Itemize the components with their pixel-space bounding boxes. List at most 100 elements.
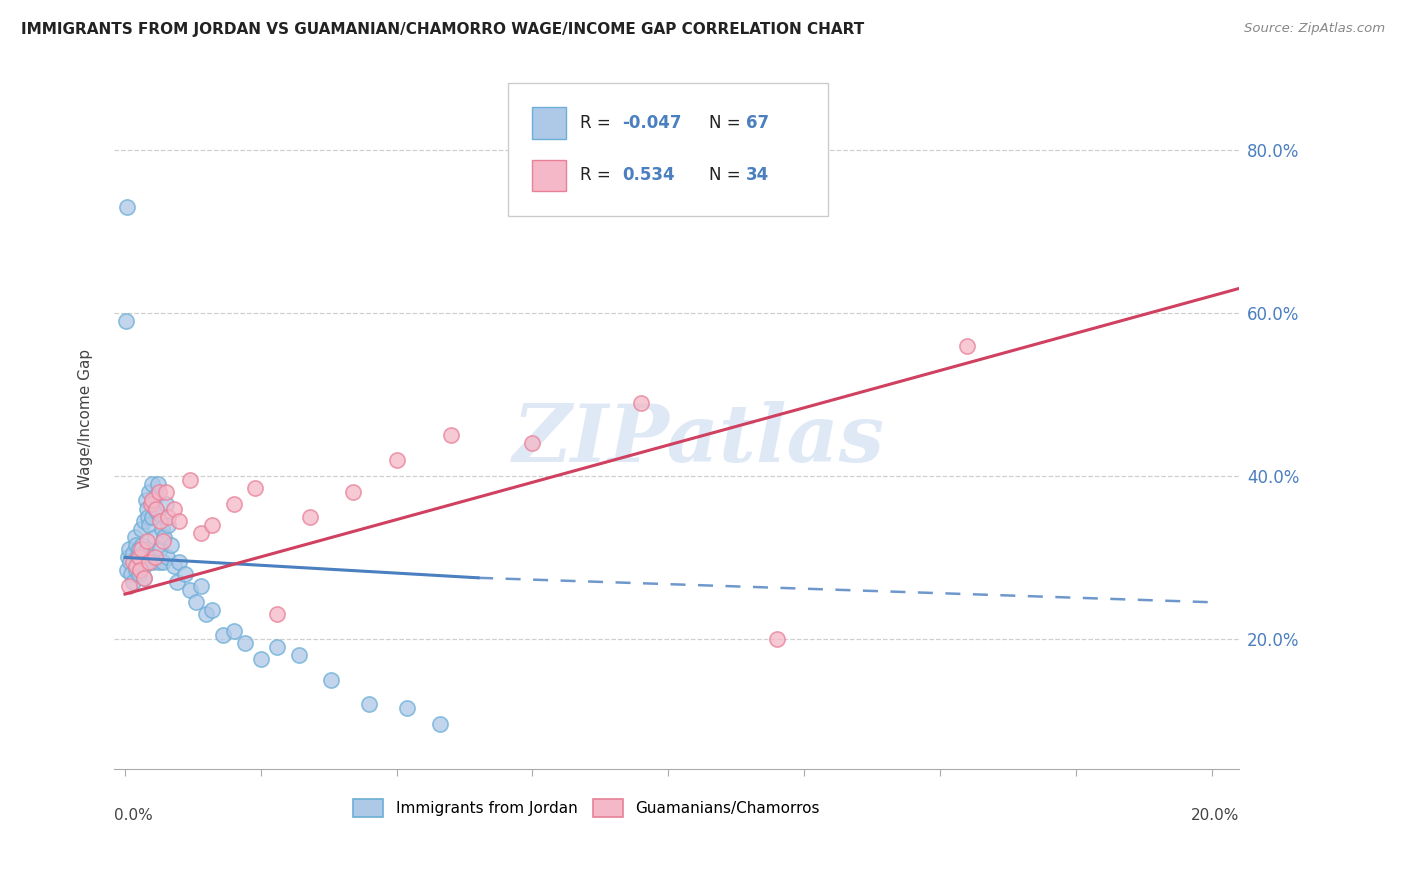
Point bbox=[136, 554, 159, 568]
Point bbox=[266, 640, 288, 654]
Point bbox=[138, 554, 160, 568]
Point bbox=[169, 514, 191, 528]
Point bbox=[630, 395, 652, 409]
Point bbox=[155, 498, 177, 512]
Point bbox=[190, 526, 212, 541]
Point bbox=[169, 554, 191, 568]
Point bbox=[122, 574, 145, 589]
Point bbox=[132, 558, 155, 573]
Point bbox=[157, 517, 180, 532]
Point bbox=[141, 493, 163, 508]
Point bbox=[173, 566, 195, 581]
Point bbox=[136, 509, 159, 524]
Point bbox=[122, 546, 145, 560]
Point bbox=[135, 493, 157, 508]
Point bbox=[115, 200, 138, 214]
Point bbox=[179, 582, 201, 597]
Point bbox=[145, 489, 167, 503]
FancyBboxPatch shape bbox=[508, 83, 828, 216]
Point bbox=[125, 558, 148, 573]
Point bbox=[125, 563, 148, 577]
Point bbox=[132, 571, 155, 585]
Point bbox=[135, 534, 157, 549]
Point bbox=[128, 550, 150, 565]
Text: -0.047: -0.047 bbox=[623, 114, 682, 132]
Text: N =: N = bbox=[709, 114, 747, 132]
Point bbox=[201, 517, 224, 532]
Point bbox=[184, 595, 207, 609]
Point bbox=[139, 550, 162, 565]
Point bbox=[141, 477, 163, 491]
Point bbox=[115, 563, 138, 577]
Point bbox=[124, 530, 146, 544]
Text: IMMIGRANTS FROM JORDAN VS GUAMANIAN/CHAMORRO WAGE/INCOME GAP CORRELATION CHART: IMMIGRANTS FROM JORDAN VS GUAMANIAN/CHAM… bbox=[21, 22, 865, 37]
Point bbox=[125, 550, 148, 565]
Point bbox=[152, 534, 174, 549]
Text: R =: R = bbox=[579, 166, 621, 185]
Point bbox=[117, 550, 139, 565]
Point bbox=[128, 554, 150, 568]
Point bbox=[121, 566, 143, 581]
Point bbox=[148, 554, 170, 568]
Point bbox=[120, 554, 142, 568]
Text: Source: ZipAtlas.com: Source: ZipAtlas.com bbox=[1244, 22, 1385, 36]
Point bbox=[125, 538, 148, 552]
Point bbox=[143, 501, 166, 516]
Point bbox=[129, 563, 152, 577]
FancyBboxPatch shape bbox=[533, 107, 567, 138]
Point bbox=[245, 481, 267, 495]
Point bbox=[396, 701, 419, 715]
FancyBboxPatch shape bbox=[533, 160, 567, 191]
Point bbox=[132, 571, 155, 585]
Point bbox=[122, 554, 145, 568]
Point bbox=[146, 506, 169, 520]
Point bbox=[149, 542, 172, 557]
Point bbox=[266, 607, 288, 622]
Y-axis label: Wage/Income Gap: Wage/Income Gap bbox=[79, 349, 93, 489]
Point bbox=[288, 648, 311, 663]
Point bbox=[143, 550, 166, 565]
Point bbox=[440, 428, 463, 442]
Point bbox=[153, 530, 176, 544]
Point bbox=[321, 673, 343, 687]
Point bbox=[163, 558, 186, 573]
Point bbox=[135, 501, 157, 516]
Point bbox=[145, 501, 167, 516]
Point bbox=[131, 538, 153, 552]
Point bbox=[143, 530, 166, 544]
Text: 0.534: 0.534 bbox=[623, 166, 675, 185]
Point bbox=[342, 485, 364, 500]
Text: ZIPatlas: ZIPatlas bbox=[513, 401, 884, 479]
Point bbox=[157, 509, 180, 524]
Point bbox=[179, 473, 201, 487]
Point bbox=[135, 542, 157, 557]
Point bbox=[128, 566, 150, 581]
Point bbox=[956, 338, 979, 352]
Point bbox=[118, 542, 141, 557]
Point bbox=[138, 517, 160, 532]
Point bbox=[201, 603, 224, 617]
Point bbox=[166, 574, 188, 589]
Point bbox=[128, 542, 150, 557]
Point bbox=[249, 652, 271, 666]
Legend: Immigrants from Jordan, Guamanians/Chamorros: Immigrants from Jordan, Guamanians/Chamo… bbox=[346, 792, 828, 825]
Point bbox=[129, 550, 152, 565]
Point bbox=[211, 628, 233, 642]
Point bbox=[118, 579, 141, 593]
Point bbox=[160, 538, 183, 552]
Point bbox=[385, 452, 408, 467]
Point bbox=[298, 509, 321, 524]
Point bbox=[233, 636, 256, 650]
Point bbox=[148, 485, 170, 500]
Point bbox=[222, 498, 245, 512]
Text: R =: R = bbox=[579, 114, 616, 132]
Point bbox=[155, 485, 177, 500]
Point bbox=[129, 558, 152, 573]
Point bbox=[152, 554, 174, 568]
Text: 67: 67 bbox=[747, 114, 769, 132]
Point bbox=[138, 485, 160, 500]
Point bbox=[359, 697, 381, 711]
Point bbox=[129, 542, 152, 557]
Point bbox=[156, 550, 179, 565]
Point bbox=[115, 314, 138, 328]
